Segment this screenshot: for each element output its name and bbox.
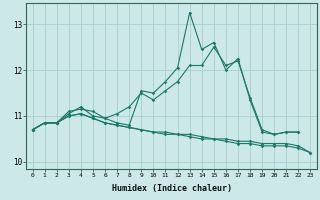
X-axis label: Humidex (Indice chaleur): Humidex (Indice chaleur) (111, 184, 231, 193)
